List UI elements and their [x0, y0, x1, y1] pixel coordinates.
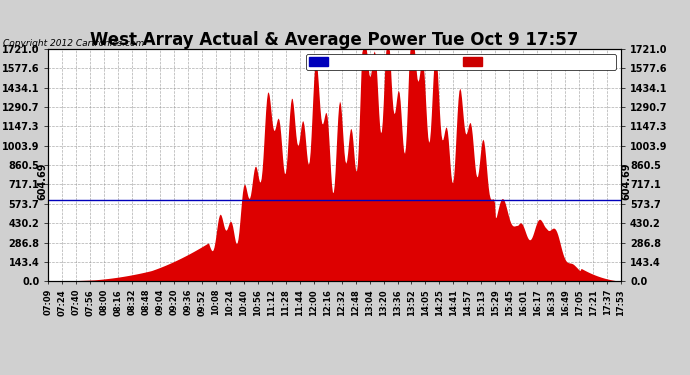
Text: Copyright 2012 Cartronics.com: Copyright 2012 Cartronics.com	[3, 39, 145, 48]
Text: 604.69: 604.69	[38, 162, 48, 200]
Legend: Average  (DC Watts), West Array  (DC Watts): Average (DC Watts), West Array (DC Watts…	[306, 54, 616, 70]
Title: West Array Actual & Average Power Tue Oct 9 17:57: West Array Actual & Average Power Tue Oc…	[90, 31, 579, 49]
Text: 604.69: 604.69	[622, 162, 631, 200]
